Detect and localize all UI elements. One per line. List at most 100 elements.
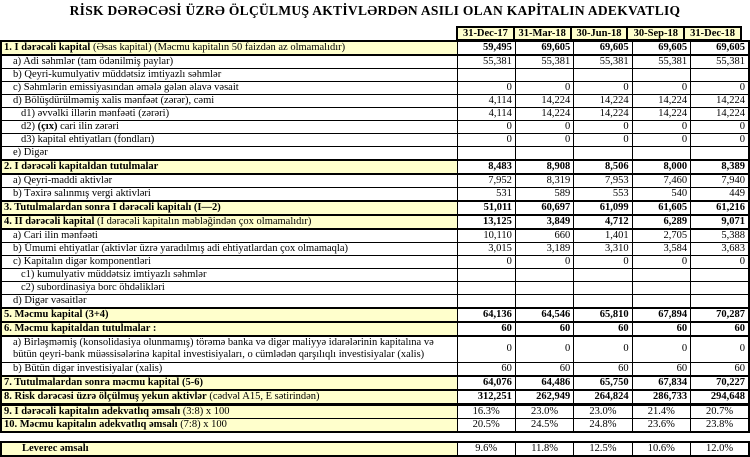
table-row: c2) subordinasiya borc öhdəlikləri [0, 281, 750, 295]
table-row: a) Adi səhmlər (tam ödənilmiş paylar) 55,… [0, 54, 750, 69]
value-cell: 65,810 [573, 307, 633, 323]
value-cell [690, 68, 750, 82]
value-cell: 64,076 [456, 374, 516, 391]
table-row: c) Səhmlərin emissiyasından əmələ gələn … [0, 81, 750, 95]
column-header: 31-Dec-17 [456, 26, 515, 41]
row-label: 6. Məcmu kapitaldan tutulmalar : [0, 321, 458, 337]
table-row: 2. I dərəcəli kapitaldan tutulmalar 8,483… [0, 159, 750, 175]
row-label: d3) kapital ehtiyatları (fondları) [0, 133, 458, 147]
value-cell: 60 [514, 361, 575, 376]
value-cell: 8,319 [514, 173, 575, 188]
row-label: c1) kumulyativ müddətsiz imtiyazlı səhml… [0, 268, 458, 282]
table-row: 6. Məcmu kapitaldan tutulmalar :60 60 60 60… [0, 321, 750, 337]
value-cell: 4,114 [456, 107, 516, 121]
value-cell [456, 268, 516, 282]
row-label: e) Digər [0, 146, 458, 161]
value-cell: 70,287 [690, 307, 750, 323]
value-cell: 14,224 [573, 107, 633, 121]
value-cell: 589 [514, 187, 575, 202]
value-cell: 3,584 [631, 242, 692, 256]
value-cell: 64,136 [456, 307, 516, 323]
value-cell: 67,894 [631, 307, 692, 323]
table-row: Leverec əmsalı 9.6% 11.8% 12.5% 10.6% 12.0% [0, 441, 750, 457]
value-cell [573, 146, 633, 161]
value-cell: 0 [631, 255, 692, 269]
row-label: 1. I dərəcəli kapital (Əsas kapital) (Mə… [0, 40, 458, 56]
value-cell: 8,389 [690, 159, 750, 175]
value-cell [631, 68, 692, 82]
table-row: 8. Risk dərəcəsi üzrə ölçülmuş yekun akt… [0, 388, 750, 405]
value-cell: 0 [456, 120, 516, 134]
value-cell: 14,224 [631, 107, 692, 121]
value-cell: 60 [690, 321, 750, 337]
value-cell: 23.0% [514, 404, 575, 419]
value-cell: 60 [631, 321, 692, 337]
row-label: Leverec əmsalı [0, 441, 458, 457]
value-cell: 8,483 [456, 159, 516, 175]
value-cell: 64,486 [514, 374, 575, 391]
value-cell: 264,824 [573, 388, 633, 405]
table-row: a) Qeyri-maddi aktivlər 7,952 8,319 7,953 7,… [0, 173, 750, 188]
value-cell: 3,189 [514, 242, 575, 256]
value-cell: 0 [573, 133, 633, 147]
value-cell: 14,224 [690, 107, 750, 121]
leverage-ratio-table-body: Leverec əmsalı 9.6% 11.8% 12.5% 10.6% 12.0% [0, 441, 750, 457]
table-row: b) Qeyri-kumulyativ müddətsiz imtiyazlı … [0, 68, 750, 82]
value-cell: 60 [631, 361, 692, 376]
value-cell [456, 68, 516, 82]
value-cell: 20.7% [690, 404, 750, 419]
value-cell: 0 [631, 120, 692, 134]
value-cell [631, 294, 692, 309]
value-cell: 14,224 [631, 94, 692, 108]
value-cell: 55,381 [631, 54, 692, 69]
value-cell: 0 [456, 133, 516, 147]
value-cell [690, 294, 750, 309]
table-row: d3) kapital ehtiyatları (fondları) 0 0 0 0 0 [0, 133, 750, 147]
value-cell: 55,381 [573, 54, 633, 69]
value-cell: 0 [631, 335, 692, 363]
row-label: 5. Məcmu kapital (3+4) [0, 307, 458, 323]
value-cell: 23.6% [631, 418, 692, 433]
table-row: 4. II dərəcəli kapital (I dərəcəli kapit… [0, 214, 750, 230]
value-cell: 312,251 [456, 388, 516, 405]
value-cell: 262,949 [514, 388, 575, 405]
value-cell: 61,605 [631, 200, 692, 216]
table-row: 1. I dərəcəli kapital (Əsas kapital) (Mə… [0, 40, 750, 56]
value-cell [631, 146, 692, 161]
column-header: 30-Sep-18 [626, 26, 686, 41]
value-cell: 3,849 [514, 214, 575, 230]
value-cell: 0 [573, 255, 633, 269]
row-label: d1) əvvəlki illərin mənfəəti (zərəri) [0, 107, 458, 121]
row-label: b) Təxirə salınmış vergi aktivləri [0, 187, 458, 202]
value-cell: 0 [456, 335, 516, 363]
value-cell: 8,000 [631, 159, 692, 175]
value-cell: 0 [690, 81, 750, 95]
value-cell: 540 [631, 187, 692, 202]
value-cell: 0 [514, 120, 575, 134]
value-cell: 60 [573, 321, 633, 337]
row-label: a) Adi səhmlər (tam ödənilmiş paylar) [0, 54, 458, 69]
value-cell: 0 [573, 335, 633, 363]
value-cell: 14,224 [514, 94, 575, 108]
value-cell: 12.5% [573, 441, 633, 457]
table-row: a) Birləşməmiş (konsolidasiya olunmamış)… [0, 335, 750, 363]
value-cell: 9.6% [456, 441, 516, 457]
row-label: b) Qeyri-kumulyativ müddətsiz imtiyazlı … [0, 68, 458, 82]
value-cell: 0 [514, 133, 575, 147]
value-cell: 69,605 [514, 40, 575, 56]
table-row: d) Digər vəsaitlər [0, 294, 750, 309]
table-row: d) Bölüşdürülməmiş xalis mənfəət (zərər)… [0, 94, 750, 108]
value-cell: 0 [690, 133, 750, 147]
table-row: e) Digər [0, 146, 750, 161]
row-label: c) Kapitalın digər komponentləri [0, 255, 458, 269]
value-cell: 449 [690, 187, 750, 202]
table-row: b) Ümumi ehtiyatlar (aktivlər üzrə yarad… [0, 242, 750, 256]
table-row: d2) (çıx) cari ilin zərəri 0 0 0 0 0 [0, 120, 750, 134]
row-label: 7. Tutulmalardan sonra məcmu kapital (5-… [0, 374, 458, 391]
value-cell: 2,705 [631, 228, 692, 243]
value-cell: 60 [456, 321, 516, 337]
value-cell: 61,216 [690, 200, 750, 216]
row-label: 2. I dərəcəli kapitaldan tutulmalar [0, 159, 458, 175]
value-cell: 7,940 [690, 173, 750, 188]
